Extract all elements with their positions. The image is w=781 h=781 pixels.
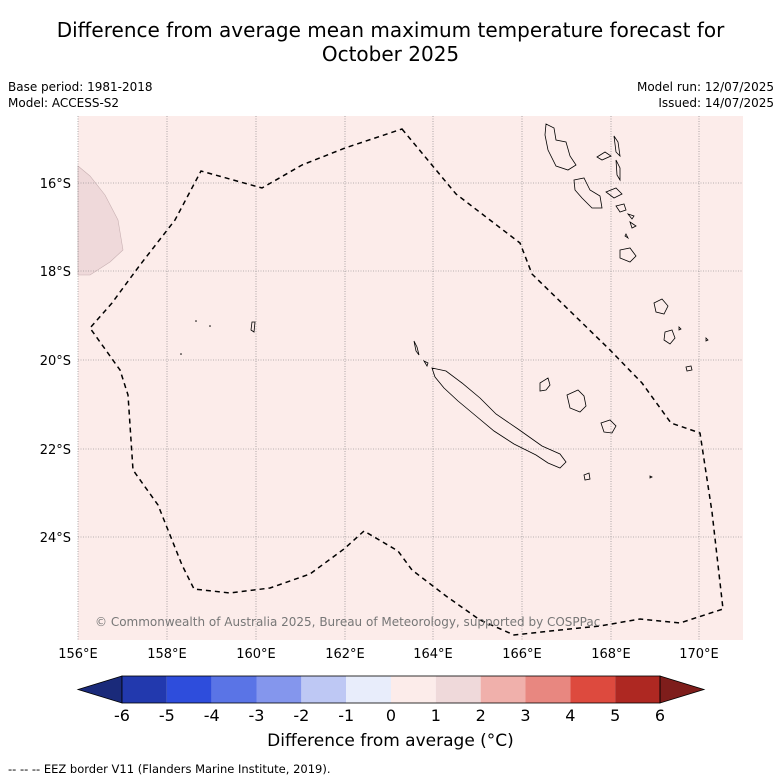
colorbar-extend-low: [76, 675, 123, 704]
lon-tick-label: 170°E: [679, 647, 719, 662]
lat-tick-label: 16°S: [40, 177, 71, 192]
colorbar-ticks: -6 -5 -4 -3 -2 -1 0 1 2 3 4 5 6: [114, 706, 665, 725]
lon-tick-label: 168°E: [591, 647, 631, 662]
colorbar-tick-label: 4: [565, 706, 575, 725]
colorbar-frame: [121, 675, 661, 704]
maewo-island: [613, 135, 621, 158]
lon-tick-label: 166°E: [502, 647, 542, 662]
colorbar-tick-label: -6: [114, 706, 130, 725]
copyright-notice: © Commonwealth of Australia 2025, Bureau…: [95, 615, 600, 629]
lon-tick-label: 164°E: [413, 647, 453, 662]
colorbar-segment: [301, 676, 347, 703]
aniwa-islet: [678, 326, 682, 331]
isle-of-pines: [583, 472, 591, 481]
colorbar-tick-label: 3: [520, 706, 530, 725]
reef-islet: [209, 325, 211, 327]
islet: [422, 360, 429, 367]
title-line-1: Difference from average mean maximum tem…: [56, 18, 725, 42]
colorbar-tick-label: -5: [159, 706, 175, 725]
colorbar-tick-label: -3: [249, 706, 265, 725]
colorbar-tick-label: 6: [655, 706, 665, 725]
colorbar-segment: [525, 676, 571, 703]
eez-border: [89, 128, 724, 636]
epi-island: [615, 203, 627, 213]
gridlines: [77, 116, 743, 640]
colorbar-segment: [122, 676, 167, 703]
colorbar: [76, 675, 706, 704]
tanna-island: [663, 329, 676, 345]
ambrym-island: [605, 187, 623, 199]
colorbar-segment: [435, 676, 481, 703]
colorbar-segment: [256, 676, 302, 703]
map-background: [78, 116, 743, 640]
matthew-islet: [649, 475, 653, 479]
lon-tick-label: 156°E: [58, 647, 98, 662]
mare-island: [600, 419, 617, 434]
lon-tick-label: 160°E: [236, 647, 276, 662]
colorbar-tick-label: 0: [386, 706, 396, 725]
new-caledonia-island: [431, 367, 567, 469]
issued-date: Issued: 14/07/2025: [658, 96, 774, 110]
meta-left: Base period: 1981-2018 Model: ACCESS-S2: [8, 79, 153, 111]
eez-footnote: -- -- -- EEZ border V11 (Flanders Marine…: [8, 762, 331, 776]
colorbar-segment: [211, 676, 257, 703]
title-line-2: October 2025: [321, 42, 460, 66]
colorbar-segment: [166, 676, 212, 703]
reef-islet: [250, 321, 256, 333]
colorbar-segment: [480, 676, 526, 703]
futuna-islet: [705, 337, 709, 342]
model-run: Model run: 12/07/2025: [636, 80, 774, 94]
erromango-island: [653, 298, 669, 315]
islet: [624, 233, 630, 240]
land-anomaly-patch: [77, 165, 124, 276]
shepherd-islet: [626, 213, 635, 220]
colorbar-label: Difference from average (°C): [267, 731, 514, 751]
reef-islet: [195, 320, 197, 322]
model-name: Model: ACCESS-S2: [8, 96, 120, 110]
malakula-island: [573, 177, 603, 209]
lon-tick-label: 158°E: [147, 647, 187, 662]
lat-tick-label: 20°S: [40, 354, 71, 369]
belep-island: [413, 340, 420, 356]
colorbar-tick-label: 2: [476, 706, 486, 725]
aneityum-island: [685, 365, 693, 372]
ambae-island: [596, 151, 612, 161]
lat-tick-label: 24°S: [40, 531, 71, 546]
colorbar-segment: [346, 676, 391, 703]
reef-islet: [180, 353, 182, 355]
colorbar-tick-label: 5: [610, 706, 620, 725]
chart-title: Difference from average mean maximum tem…: [0, 18, 781, 66]
colorbar-tick-label: -4: [204, 706, 220, 725]
meta-right: Model run: 12/07/2025 Issued: 14/07/2025: [637, 79, 774, 111]
lon-tick-label: 162°E: [325, 647, 365, 662]
colorbar-segment: [391, 676, 436, 703]
pentecost-island: [615, 159, 621, 182]
colorbar-segment: [615, 676, 660, 703]
colorbar-segment: [570, 676, 616, 703]
lat-tick-label: 18°S: [40, 265, 71, 280]
colorbar-tick-label: -1: [338, 706, 354, 725]
colorbar-extend-high: [659, 675, 706, 704]
efate-island: [619, 247, 637, 263]
lifou-island: [566, 389, 587, 413]
espiritu-santo-island: [544, 123, 577, 171]
base-period: Base period: 1981-2018: [8, 80, 153, 94]
colorbar-tick-label: -2: [293, 706, 309, 725]
lat-tick-label: 22°S: [40, 443, 71, 458]
shepherd-islet: [629, 221, 637, 229]
ouvea-island: [539, 377, 551, 392]
colorbar-tick-label: 1: [431, 706, 441, 725]
